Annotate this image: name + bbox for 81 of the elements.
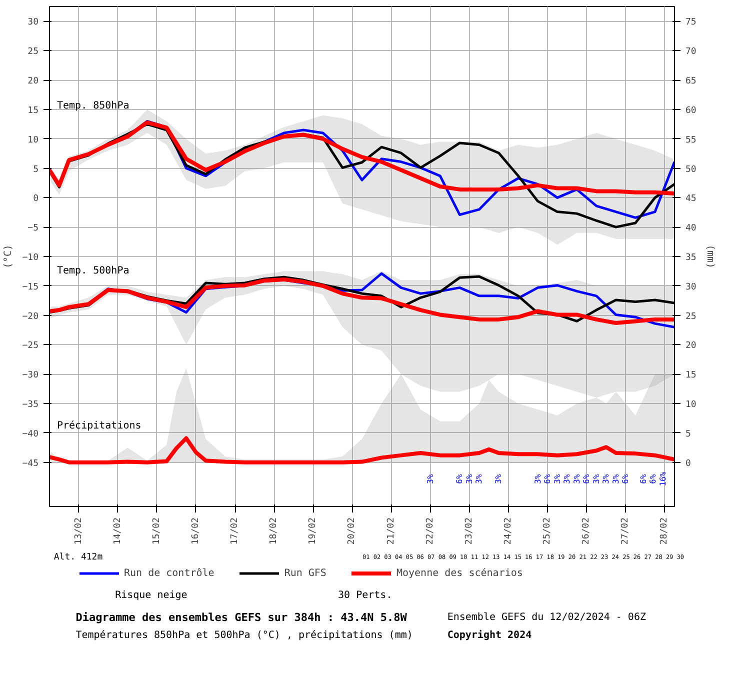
annotation: Temp. 850hPa — [57, 100, 130, 112]
y2-tick-label: 0 — [686, 458, 691, 469]
x-tick-label: 24/02 — [503, 518, 514, 545]
annotation: Temp. 500hPa — [57, 266, 130, 276]
text: Risque neige — [115, 590, 188, 601]
y2-tick-label: 55 — [686, 135, 696, 146]
y-axis-title: (°C) — [3, 244, 14, 269]
x-tick-label: 26/02 — [582, 518, 592, 545]
y2-tick-label: 70 — [686, 47, 696, 58]
y-tick-label: 15 — [28, 106, 39, 116]
annotation: 3% — [474, 474, 484, 484]
y2-tick-label: 15 — [686, 370, 696, 381]
annotation: 3% — [494, 474, 504, 484]
x-tick-label: 20/02 — [347, 518, 358, 545]
y2-tick-label: 35 — [686, 253, 696, 263]
y2-tick-label: 50 — [686, 164, 696, 175]
x-tick-label: 15/02 — [152, 518, 162, 545]
annotation: 3% — [464, 474, 474, 484]
x-tick-label: 19/02 — [308, 518, 318, 545]
y-tick-label: 5 — [33, 164, 39, 175]
y2-axis-title: (mm) — [704, 244, 716, 269]
annotation: 16% — [658, 472, 668, 486]
x-tick-label: 13/02 — [74, 518, 84, 545]
annotation: 3% — [552, 474, 562, 484]
legend-label: Run de contrôle — [124, 567, 214, 579]
y2-tick-label: 40 — [686, 224, 696, 234]
y-tick-label: −15 — [22, 282, 39, 292]
legend-label: Moyenne des scénarios — [396, 567, 523, 579]
x-tick-label: 14/02 — [112, 518, 123, 545]
x-tick-label: 21/02 — [386, 518, 396, 545]
y-tick-label: 0 — [33, 194, 39, 204]
y2-tick-label: 25 — [686, 312, 696, 322]
annotation: 6% — [621, 474, 630, 484]
annotation: 6% — [582, 474, 592, 484]
y2-tick-label: 10 — [686, 400, 696, 410]
y-tick-label: −20 — [22, 312, 39, 322]
text: 30 Perts. — [338, 590, 392, 601]
y-tick-label: 10 — [28, 135, 39, 146]
x-tick-label: 16/02 — [190, 518, 201, 545]
annotation: Précipitations — [57, 420, 142, 432]
y-tick-label: 20 — [28, 76, 39, 87]
y2-tick-label: 30 — [686, 282, 696, 292]
annotation: 6% — [455, 474, 464, 484]
y-tick-label: −40 — [22, 429, 39, 440]
x-tick-label: 27/02 — [620, 518, 631, 545]
y-tick-label: −10 — [22, 253, 39, 263]
text: Alt. 412m — [54, 552, 103, 562]
annotation: 6% — [543, 474, 552, 484]
annotation: 3% — [572, 474, 582, 484]
annotation: 3% — [426, 474, 435, 484]
annotation: 6% — [638, 474, 648, 484]
annotation: 3% — [611, 474, 620, 484]
y-tick-label: −35 — [22, 400, 39, 410]
y2-tick-label: 45 — [686, 194, 696, 204]
text: Températures 850hPa et 500hPa (°C) , précipitations (mm) — [76, 630, 413, 641]
annotation: 3% — [602, 474, 611, 484]
y-tick-label: −30 — [22, 370, 39, 381]
x-tick-label: 23/02 — [464, 518, 474, 545]
y-tick-label: 30 — [28, 18, 39, 28]
y-tick-label: −5 — [28, 224, 39, 234]
y2-tick-label: 20 — [686, 341, 696, 352]
x-tick-label: 17/02 — [230, 518, 240, 545]
annotation: 6% — [648, 474, 658, 484]
y2-tick-label: 65 — [686, 76, 696, 87]
x-tick-label: 25/02 — [542, 518, 553, 545]
y2-tick-label: 75 — [686, 18, 696, 28]
y2-tick-label: 5 — [686, 429, 691, 440]
y2-tick-label: 60 — [686, 106, 696, 116]
x-tick-label: 28/02 — [660, 518, 670, 545]
annotation: 3% — [562, 474, 572, 484]
y-tick-label: −45 — [22, 458, 39, 469]
text: Copyright 2024 — [447, 629, 532, 641]
y-tick-label: −25 — [22, 341, 39, 352]
legend-label: Run GFS — [284, 567, 326, 579]
annotation: 3% — [533, 474, 542, 484]
text: Diagramme des ensembles GEFS sur 384h : 43.4N 5.8W — [76, 611, 408, 624]
text: Ensemble GEFS du 12/02/2024 - 06Z — [447, 612, 646, 623]
y-tick-label: 25 — [28, 47, 39, 58]
x-tick-label: 18/02 — [269, 518, 280, 545]
annotation: 3% — [592, 474, 601, 484]
x-tick-label: 22/02 — [425, 518, 436, 545]
